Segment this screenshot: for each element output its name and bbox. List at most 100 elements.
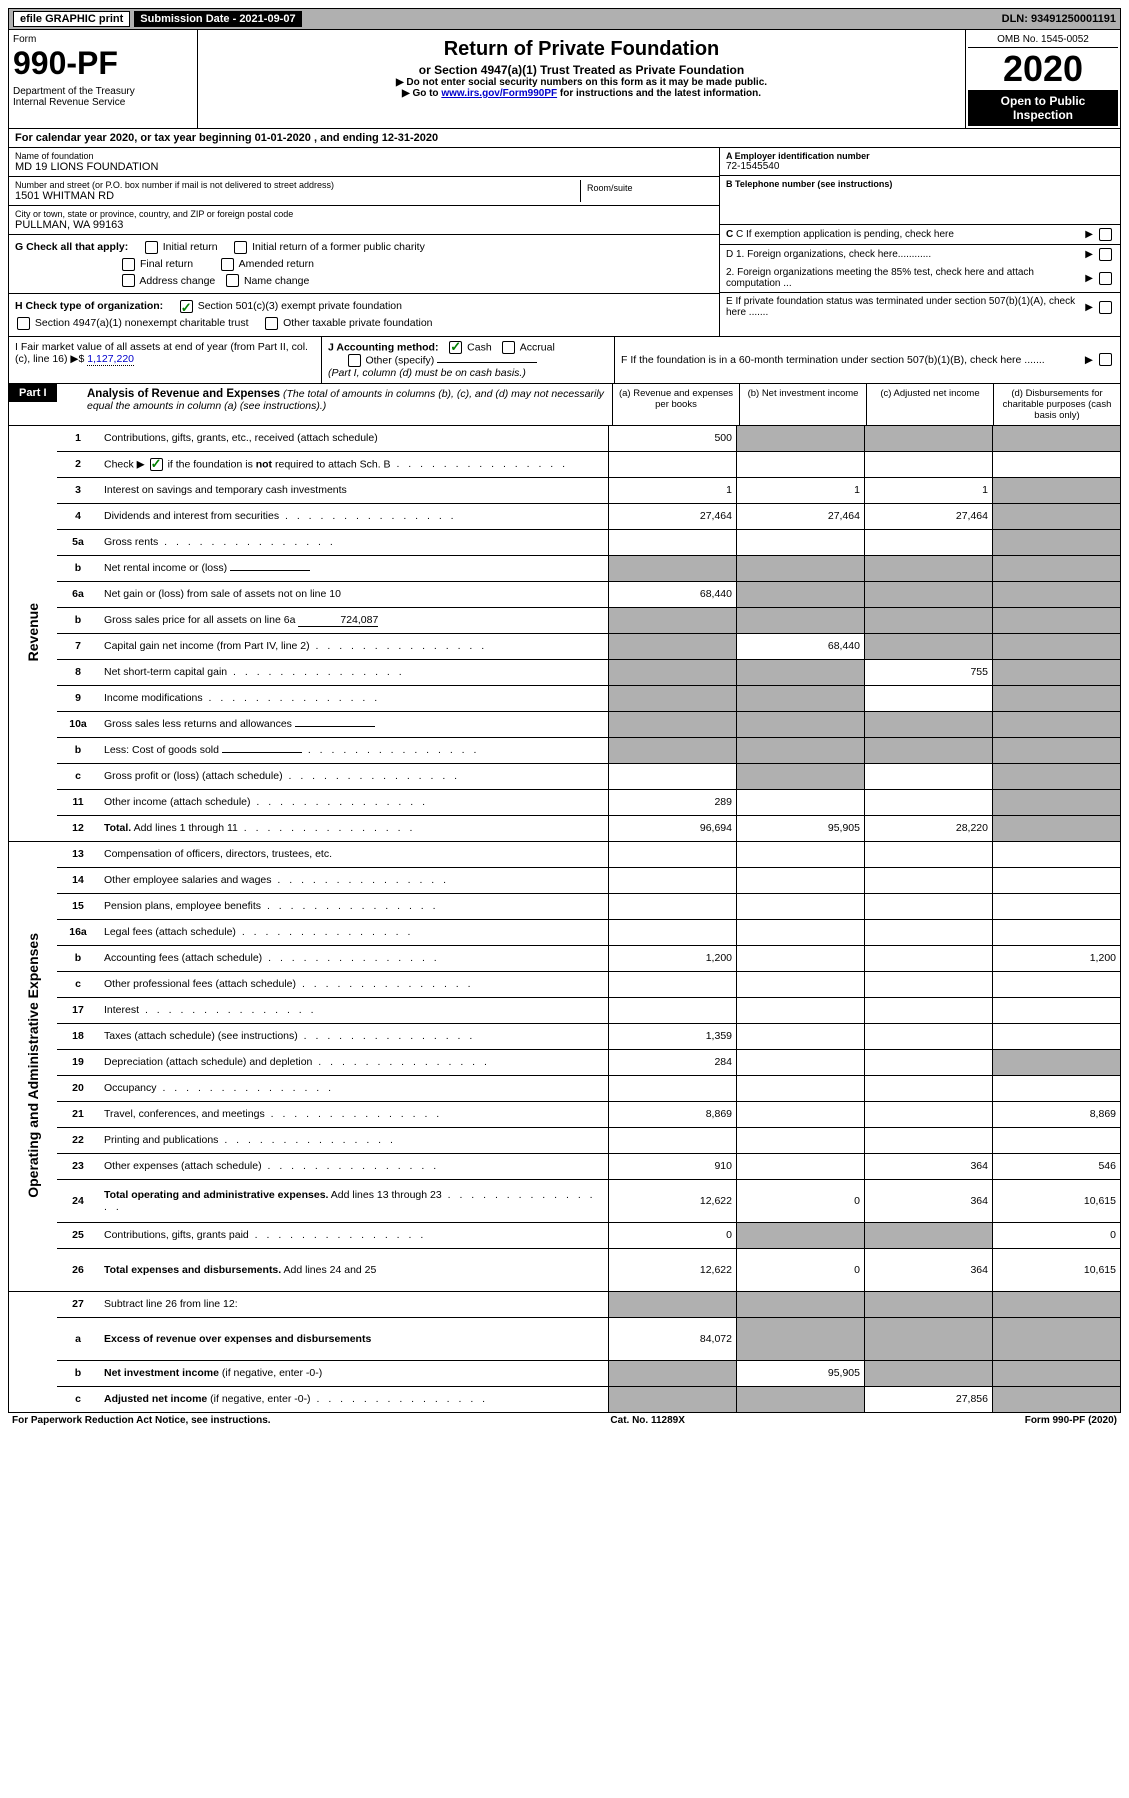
cell-amt xyxy=(993,685,1121,711)
cell-amt: 1,200 xyxy=(609,945,737,971)
cell-amt xyxy=(609,971,737,997)
cell-amt xyxy=(993,997,1121,1023)
line-desc: Accounting fees (attach schedule) xyxy=(99,945,609,971)
cell-amt xyxy=(993,529,1121,555)
line-num: c xyxy=(57,763,99,789)
i-label: I Fair market value of all assets at end… xyxy=(15,341,308,365)
efile-btn[interactable]: efile GRAPHIC print xyxy=(13,11,130,27)
cell-amt xyxy=(865,1222,993,1248)
cell-amt xyxy=(865,711,993,737)
cell-amt xyxy=(865,867,993,893)
cell-amt: 500 xyxy=(609,426,737,452)
cell-amt: 27,856 xyxy=(865,1386,993,1412)
name-label: Name of foundation xyxy=(15,151,713,161)
cell-amt: 96,694 xyxy=(609,815,737,841)
line-num: 2 xyxy=(57,451,99,477)
line-desc: Contributions, gifts, grants, etc., rece… xyxy=(99,426,609,452)
cb-amended[interactable] xyxy=(221,258,234,271)
info-block: Name of foundation MD 19 LIONS FOUNDATIO… xyxy=(8,148,1121,337)
line-desc: Net short-term capital gain xyxy=(99,659,609,685)
submission-date: Submission Date - 2021-09-07 xyxy=(134,11,301,27)
cell-amt xyxy=(609,919,737,945)
cell-amt xyxy=(993,867,1121,893)
line-num: 9 xyxy=(57,685,99,711)
cell-amt: 10,615 xyxy=(993,1179,1121,1222)
ein-label: A Employer identification number xyxy=(726,151,1114,161)
cell-amt xyxy=(993,1127,1121,1153)
cell-amt: 1 xyxy=(609,477,737,503)
cell-amt xyxy=(865,555,993,581)
cb-final[interactable] xyxy=(122,258,135,271)
addr-val: 1501 WHITMAN RD xyxy=(15,190,580,202)
cell-amt xyxy=(993,1049,1121,1075)
line-num: 26 xyxy=(57,1248,99,1291)
cell-amt xyxy=(865,893,993,919)
cb-f[interactable] xyxy=(1099,353,1112,366)
cb-other-acct[interactable] xyxy=(348,354,361,367)
line-num: 6a xyxy=(57,581,99,607)
line-desc: Capital gain net income (from Part IV, l… xyxy=(99,633,609,659)
cell-amt xyxy=(737,426,865,452)
line-num: 4 xyxy=(57,503,99,529)
cb-e[interactable] xyxy=(1099,301,1112,314)
cell-amt xyxy=(865,1360,993,1386)
line-num: 8 xyxy=(57,659,99,685)
cell-amt: 84,072 xyxy=(609,1317,737,1360)
cell-amt xyxy=(737,893,865,919)
line-num: a xyxy=(57,1317,99,1360)
cell-amt: 0 xyxy=(609,1222,737,1248)
cell-amt xyxy=(737,841,865,867)
cell-amt xyxy=(737,1386,865,1412)
footer-right: Form 990-PF (2020) xyxy=(1025,1415,1117,1426)
cb-501c3[interactable] xyxy=(180,300,193,313)
line-num: 27 xyxy=(57,1291,99,1317)
cell-amt xyxy=(737,789,865,815)
line-desc: Other professional fees (attach schedule… xyxy=(99,971,609,997)
cb-addr-change[interactable] xyxy=(122,274,135,287)
line-num: 11 xyxy=(57,789,99,815)
cb-other-tax[interactable] xyxy=(265,317,278,330)
cell-amt xyxy=(865,685,993,711)
cell-amt: 27,464 xyxy=(609,503,737,529)
dln: DLN: 93491250001191 xyxy=(1002,13,1116,25)
irs-link[interactable]: www.irs.gov/Form990PF xyxy=(441,88,557,99)
cb-d1[interactable] xyxy=(1099,248,1112,261)
cell-amt xyxy=(993,1360,1121,1386)
cell-amt xyxy=(737,971,865,997)
cell-amt xyxy=(609,841,737,867)
cell-amt xyxy=(609,1386,737,1412)
cell-amt xyxy=(609,737,737,763)
line-desc: Adjusted net income (if negative, enter … xyxy=(99,1386,609,1412)
cb-initial[interactable] xyxy=(145,241,158,254)
line-num: b xyxy=(57,555,99,581)
cell-amt xyxy=(609,451,737,477)
line-num: b xyxy=(57,737,99,763)
cb-cash[interactable] xyxy=(449,341,462,354)
col-c-hdr: (c) Adjusted net income xyxy=(866,384,993,425)
cb-c[interactable] xyxy=(1099,228,1112,241)
cell-amt xyxy=(737,867,865,893)
line-num: 1 xyxy=(57,426,99,452)
cell-amt xyxy=(993,1386,1121,1412)
cb-name-change[interactable] xyxy=(226,274,239,287)
cell-amt: 289 xyxy=(609,789,737,815)
cell-amt: 1,359 xyxy=(609,1023,737,1049)
cell-amt xyxy=(993,426,1121,452)
cell-amt xyxy=(993,737,1121,763)
cb-d2[interactable] xyxy=(1099,272,1112,285)
form-header: Form 990-PF Department of the Treasury I… xyxy=(8,30,1121,129)
cb-4947[interactable] xyxy=(17,317,30,330)
side-blank xyxy=(9,1291,58,1412)
dept-label: Department of the Treasury Internal Reve… xyxy=(13,86,193,108)
line-desc: Total operating and administrative expen… xyxy=(99,1179,609,1222)
line-desc: Other income (attach schedule) xyxy=(99,789,609,815)
line-desc: Contributions, gifts, grants paid xyxy=(99,1222,609,1248)
line-desc: Gross sales price for all assets on line… xyxy=(99,607,609,633)
cb-accrual[interactable] xyxy=(502,341,515,354)
cell-amt xyxy=(993,841,1121,867)
side-label: Operating and Administrative Expenses xyxy=(9,841,58,1291)
line-num: b xyxy=(57,1360,99,1386)
cell-amt: 364 xyxy=(865,1153,993,1179)
side-label: Revenue xyxy=(9,426,58,842)
cb-initial-former[interactable] xyxy=(234,241,247,254)
